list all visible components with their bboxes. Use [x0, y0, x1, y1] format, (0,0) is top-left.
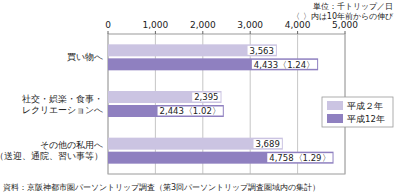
tick-label: 5,000 [332, 20, 358, 30]
data-label: 4,758〈1.29〉 [269, 153, 330, 163]
source: 資料：京阪神都市圏パーソントリップ調査（第3回パーソントリップ調査圏域内の集計） [3, 183, 320, 192]
tick-mark [250, 31, 251, 34]
bars [108, 44, 334, 163]
category-line: その他の私用へ [40, 140, 103, 150]
data-label: 4,433〈1.24〉 [254, 60, 315, 70]
legend: 平成２年平成12年 [322, 97, 393, 127]
label-bg [254, 139, 282, 148]
note: 〈 〉内は10年前からの伸び [292, 12, 394, 21]
bar [108, 44, 277, 56]
category-line: 買い物へ [67, 52, 103, 62]
legend-box [322, 97, 393, 127]
category-line: （送迎、通院、習い事等） [0, 151, 103, 161]
tick-label: 3,000 [237, 20, 263, 30]
category-line: 社交・娯楽・食事・ [22, 94, 103, 104]
chart: 0 1,000 2,000 3,000 4,000 5,000 単位：千トリップ／日〈 〉内… [0, 0, 396, 196]
tick-mark [202, 31, 203, 34]
label-bg [252, 60, 317, 69]
labels: 3,563 4,433〈1.24〉 2,395 2,443〈1.02〉 3,689 4,7… [158, 46, 333, 163]
label-bg [192, 93, 220, 102]
label-bg [248, 46, 276, 55]
category-label: その他の私用へ（送迎、通院、習い事等） [0, 140, 103, 161]
legend-swatch [327, 101, 343, 110]
tick-mark [155, 31, 156, 34]
legend-swatch [327, 114, 343, 123]
tick-label: 1,000 [143, 20, 169, 30]
data-label: 3,689 [256, 139, 280, 149]
bar [108, 91, 222, 103]
bar [108, 138, 283, 150]
data-label: 2,395 [194, 92, 218, 102]
category-label: 買い物へ [67, 52, 103, 62]
bar [108, 58, 318, 70]
plot-frame [108, 34, 345, 174]
category-label: 社交・娯楽・食事・レクリエーションへ [22, 94, 103, 115]
bar [108, 105, 224, 117]
tick-mark [345, 31, 346, 34]
tick-mark [297, 31, 298, 34]
data-label: 2,443〈1.02〉 [160, 106, 221, 116]
tick-label: 2,000 [190, 20, 216, 30]
legend-label: 平成２年 [347, 101, 383, 111]
category-line: レクリエーションへ [22, 105, 103, 115]
label-bg [267, 153, 332, 162]
tick-mark [108, 31, 109, 34]
label-bg [158, 107, 223, 116]
data-label: 3,563 [250, 46, 274, 56]
bar [108, 152, 334, 164]
unit-label: 単位：千トリップ／日 [313, 2, 393, 11]
tick-label: 4,000 [285, 20, 311, 30]
tick-label: 0 [105, 20, 111, 30]
legend-label: 平成12年 [347, 114, 385, 124]
